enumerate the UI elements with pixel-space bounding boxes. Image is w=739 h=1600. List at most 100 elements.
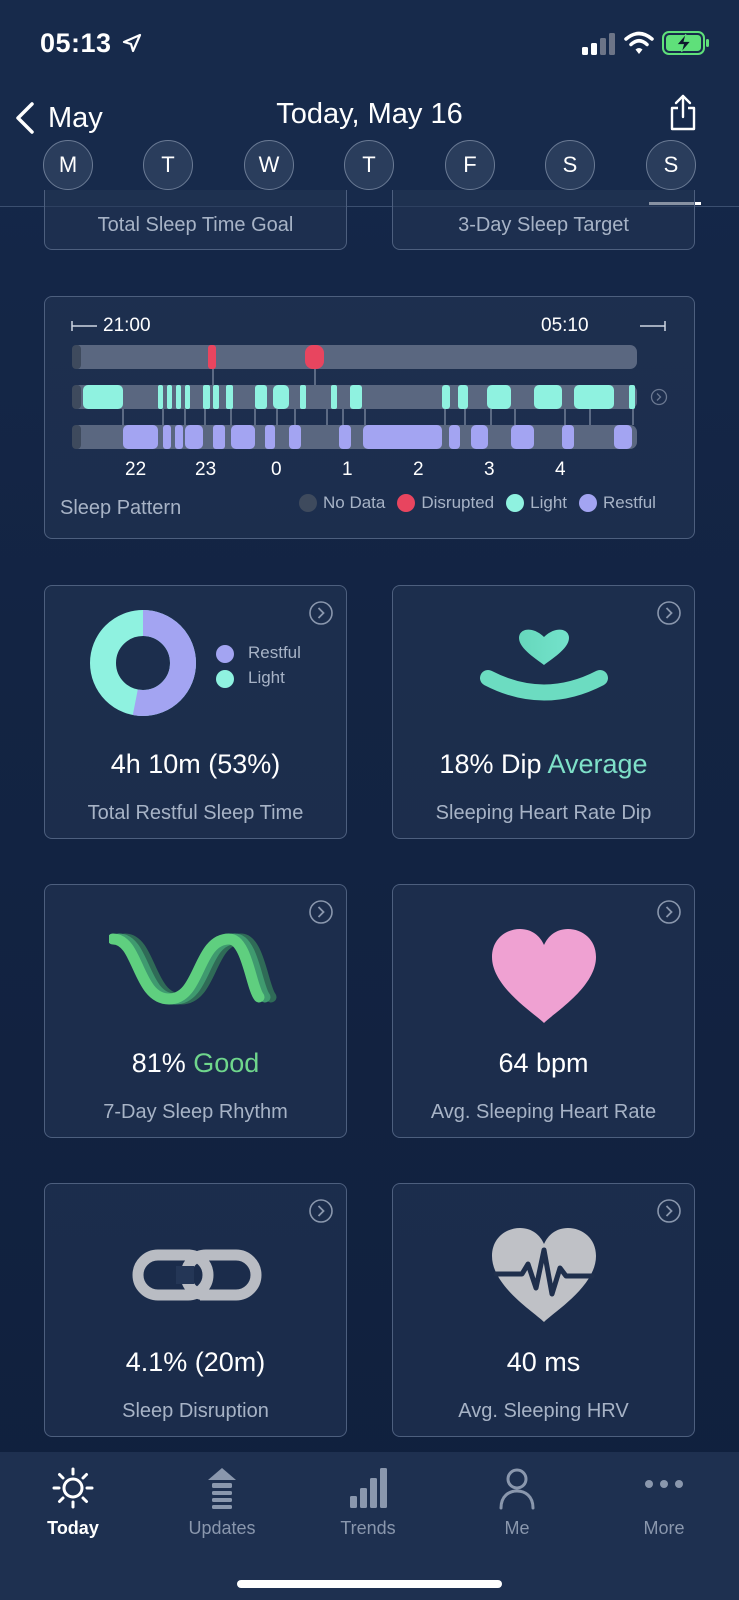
chevron-right-circle-icon[interactable]: [308, 600, 334, 626]
no-data-dot: [299, 494, 317, 512]
tab-more[interactable]: More: [609, 1466, 719, 1539]
hour-label: 4: [555, 459, 566, 480]
heart-dip-icon: [480, 629, 608, 701]
legend-label: Disrupted: [421, 493, 495, 512]
restful-sleep-card[interactable]: Restful Light 4h 10m (53%) Total Restful…: [44, 585, 347, 839]
person-icon: [499, 1468, 535, 1510]
heart-rate-dip-label: Sleeping Heart Rate Dip: [435, 802, 652, 824]
sleep-disruption-label: Sleep Disruption: [122, 1400, 269, 1422]
location-arrow-icon: [122, 33, 142, 53]
sleep-pattern-chart: [71, 321, 668, 449]
restful-dot: [216, 644, 234, 663]
sleep-rhythm-status: Good: [193, 1048, 260, 1078]
day-button-monday[interactable]: M: [43, 140, 93, 190]
bottom-tab-bar: Today Updates Trends Me: [0, 1452, 739, 1600]
heart-rate-dip-value-line: 18% Dip Average: [393, 749, 694, 780]
wifi-icon: [624, 31, 654, 54]
sleep-pattern-card[interactable]: 21:00 05:10 22 23 0 1 2 3 4 Sleep Patter…: [44, 296, 695, 539]
sleep-disruption-card[interactable]: 4.1% (20m) Sleep Disruption: [44, 1183, 347, 1437]
day-button-tuesday[interactable]: T: [143, 140, 193, 190]
heart-ecg-icon: [492, 1228, 596, 1322]
sleep-pattern-legend: No Data Disrupted Light Restful: [299, 493, 668, 513]
heart-icon: [492, 929, 596, 1023]
chain-link-icon: [132, 1249, 262, 1301]
disrupted-dot: [397, 494, 416, 512]
bar-chart-icon: [350, 1468, 387, 1508]
hour-label: 2: [413, 459, 424, 480]
day-button-sunday[interactable]: S: [646, 140, 696, 190]
signal-icon: [582, 33, 615, 55]
share-icon[interactable]: [668, 94, 698, 132]
legend-label: Light: [530, 493, 568, 512]
week-day-selector: M T W T F S S: [0, 140, 739, 198]
day-button-thursday[interactable]: T: [344, 140, 394, 190]
sleeping-hrv-card[interactable]: 40 ms Avg. Sleeping HRV: [392, 1183, 695, 1437]
day-button-wednesday[interactable]: W: [244, 140, 294, 190]
sleep-rhythm-value-line: 81% Good: [45, 1048, 346, 1079]
restful-dot: [579, 494, 598, 512]
sleep-pattern-title: Sleep Pattern: [60, 497, 182, 519]
status-bar: 05:13: [0, 0, 739, 90]
date-header: May Today, May 16 M T W T F S S: [0, 90, 739, 207]
sleep-rhythm-label: 7-Day Sleep Rhythm: [103, 1101, 288, 1123]
sun-icon: [52, 1467, 94, 1509]
sleep-start-time: 21:00: [103, 315, 151, 336]
restful-sleep-label: Total Restful Sleep Time: [87, 802, 304, 824]
card-label: Total Sleep Time Goal: [97, 214, 294, 236]
tab-today[interactable]: Today: [18, 1466, 128, 1539]
battery-charging-icon: [662, 31, 709, 55]
chevron-right-circle-icon[interactable]: [656, 899, 682, 925]
hour-label: 23: [195, 459, 217, 480]
tab-label: Trends: [340, 1518, 396, 1538]
tab-updates[interactable]: Updates: [167, 1466, 277, 1539]
tab-trends[interactable]: Trends: [313, 1466, 423, 1539]
tab-label: More: [643, 1518, 685, 1538]
home-indicator: [237, 1580, 502, 1588]
hour-label: 22: [125, 459, 147, 480]
sleeping-heart-rate-card[interactable]: 64 bpm Avg. Sleeping Heart Rate: [392, 884, 695, 1138]
back-button[interactable]: May: [14, 98, 103, 138]
tab-label: Updates: [188, 1518, 256, 1538]
chevron-right-circle-icon[interactable]: [656, 1198, 682, 1224]
tab-me[interactable]: Me: [462, 1466, 572, 1539]
sleep-rhythm-wave-icon: [109, 933, 277, 1005]
chevron-right-circle-icon[interactable]: [656, 600, 682, 626]
hour-label: 3: [484, 459, 495, 480]
heart-rate-dip-card[interactable]: 18% Dip Average Sleeping Heart Rate Dip: [392, 585, 695, 839]
hour-label: 0: [271, 459, 282, 480]
day-button-friday[interactable]: F: [445, 140, 495, 190]
chevron-right-circle-icon[interactable]: [308, 1198, 334, 1224]
sleeping-heart-rate-label: Avg. Sleeping Heart Rate: [430, 1101, 657, 1123]
tab-label: Me: [504, 1518, 530, 1538]
day-button-saturday[interactable]: S: [545, 140, 595, 190]
sleeping-hrv-value: 40 ms: [506, 1347, 581, 1377]
light-dot: [506, 494, 525, 512]
light-dot: [216, 669, 234, 688]
sleep-rhythm-value: 81%: [131, 1048, 186, 1078]
back-chevron-icon: [16, 102, 34, 134]
legend-label: Restful: [603, 493, 656, 512]
heart-rate-dip-value: 18% Dip: [439, 749, 542, 779]
sleep-end-time: 05:10: [541, 315, 589, 336]
three-day-target-card[interactable]: 3-Day Sleep Target: [392, 190, 695, 250]
card-label: 3-Day Sleep Target: [458, 214, 629, 236]
chevron-right-circle-icon[interactable]: [308, 899, 334, 925]
status-time: 05:13: [40, 28, 112, 58]
legend-label: No Data: [323, 493, 386, 512]
total-sleep-goal-card[interactable]: Total Sleep Time Goal: [44, 190, 347, 250]
heart-rate-dip-status: Average: [547, 749, 648, 779]
sleeping-hrv-label: Avg. Sleeping HRV: [458, 1400, 629, 1422]
restful-sleep-value: 4h 10m (53%): [110, 749, 281, 779]
sleep-disruption-value: 4.1% (20m): [125, 1347, 266, 1377]
restful-light-donut: [90, 610, 196, 716]
legend-label: Light: [248, 668, 285, 687]
page-title: Today, May 16: [276, 98, 463, 130]
more-dots-icon: [645, 1480, 683, 1488]
sleep-rhythm-card[interactable]: 81% Good 7-Day Sleep Rhythm: [44, 884, 347, 1138]
restful-legend: Restful Light: [216, 640, 301, 690]
legend-label: Restful: [248, 643, 301, 662]
tab-label: Today: [47, 1518, 99, 1538]
back-label: May: [48, 101, 103, 134]
updates-icon: [208, 1468, 236, 1509]
sleeping-heart-rate-value: 64 bpm: [498, 1048, 589, 1078]
